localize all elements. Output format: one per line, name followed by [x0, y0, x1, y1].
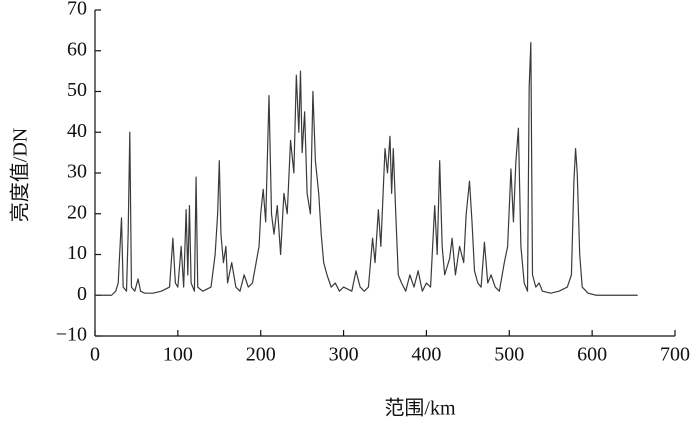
y-tick-label: 30: [67, 161, 87, 183]
y-axis-title: 亮度值/DN: [9, 128, 32, 222]
x-axis-title: 范围/km: [384, 397, 456, 420]
y-tick-label: 0: [77, 283, 87, 305]
x-tick-label: 200: [246, 344, 276, 366]
series-line: [95, 42, 638, 296]
x-tick-label: 400: [411, 344, 441, 366]
y-tick-label: 50: [67, 79, 87, 101]
x-tick-label: 700: [660, 344, 690, 366]
x-tick-label: 600: [577, 344, 607, 366]
y-tick-label: 20: [67, 201, 87, 223]
x-tick-label: 100: [163, 344, 193, 366]
y-tick-label: 40: [67, 120, 87, 142]
y-tick-label: −10: [56, 324, 87, 346]
x-tick-label: 0: [90, 344, 100, 366]
x-tick-label: 500: [494, 344, 524, 366]
x-tick-label: 300: [329, 344, 359, 366]
y-tick-label: 60: [67, 38, 87, 60]
y-tick-label: 70: [67, 0, 87, 20]
y-tick-label: 10: [67, 242, 87, 264]
